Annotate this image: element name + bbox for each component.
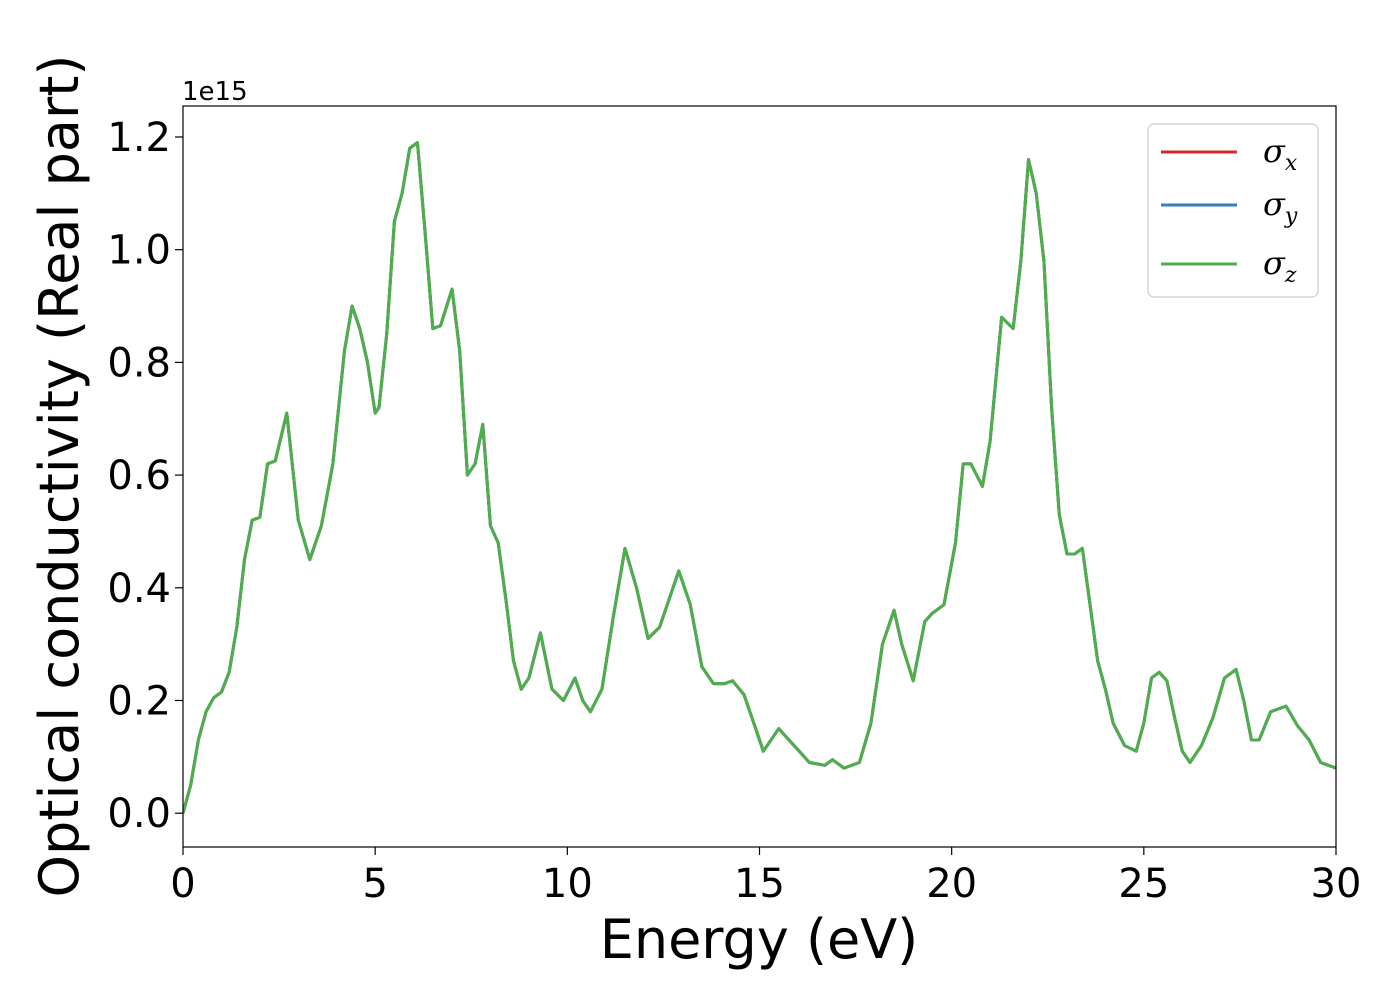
x-tick-label: 0 [170, 861, 195, 907]
legend-label-sigma-x: σx [1263, 132, 1298, 176]
x-tick-label: 5 [362, 861, 387, 907]
y-tick-label: 0.0 [107, 791, 171, 837]
y-tick-label: 1.2 [107, 115, 171, 161]
x-axis-label: Energy (eV) [600, 908, 919, 971]
x-tick-label: 20 [926, 861, 977, 907]
y-offset-label: 1e15 [182, 77, 248, 107]
y-axis-label: Optical conductivity (Real part) [28, 55, 91, 898]
series-line-sigma-z [183, 141, 1336, 814]
x-tick-label: 15 [734, 861, 785, 907]
plot-curves [183, 141, 1336, 814]
y-tick-label: 0.4 [107, 566, 171, 612]
legend: σx σy σz [1147, 123, 1319, 298]
y-tick-label: 0.2 [107, 678, 171, 724]
legend-label-sigma-y: σy [1263, 185, 1298, 229]
x-tick-label: 25 [1118, 861, 1169, 907]
legend-box [1147, 123, 1319, 298]
y-tick-label: 0.6 [107, 453, 171, 499]
x-tick-label: 30 [1311, 861, 1362, 907]
y-axis-ticks: 0.0 0.2 0.4 0.6 0.8 1.0 1.2 [107, 115, 183, 837]
x-axis-ticks: 0 5 10 15 20 25 30 [170, 847, 1361, 907]
x-tick-label: 10 [542, 861, 593, 907]
legend-label-sigma-z: σz [1263, 244, 1297, 288]
y-tick-label: 0.8 [107, 340, 171, 386]
y-tick-label: 1.0 [107, 228, 171, 274]
